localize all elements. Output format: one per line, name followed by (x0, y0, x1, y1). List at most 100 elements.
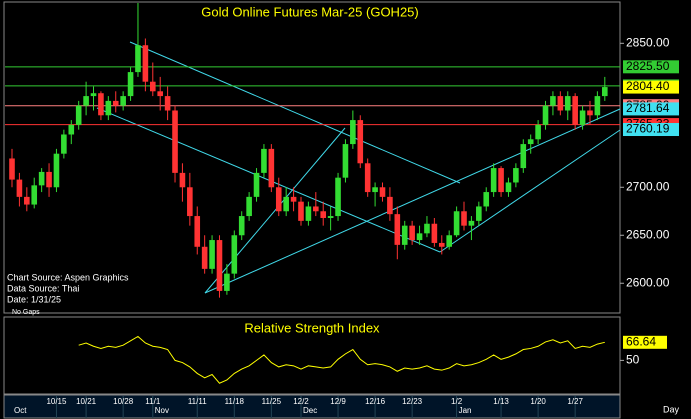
candle-body (431, 223, 438, 243)
candle-body (298, 201, 304, 221)
footnote: No Gaps (12, 309, 40, 316)
y-tick-label: 2650.00 (626, 227, 670, 241)
trendline (129, 41, 461, 184)
candle-body (164, 96, 171, 111)
candle-body (594, 96, 601, 116)
x-tick-label: 10/21 (76, 397, 97, 406)
rsi-frame (3, 316, 621, 395)
x-tick-label: 12/9 (330, 397, 346, 406)
candle-body (498, 168, 504, 193)
level-label: 2804.40 (626, 79, 670, 93)
candle-body (46, 171, 52, 188)
candle-body (53, 153, 60, 188)
candle-body (557, 96, 564, 111)
candle-body (416, 233, 423, 241)
level-label-box (623, 80, 679, 94)
y-tick-label: 2850.00 (626, 35, 670, 49)
x-tick-label: 11/11 (188, 397, 207, 406)
candle-body (379, 187, 386, 197)
candle-body (438, 242, 445, 247)
candle-body (179, 172, 186, 188)
candle-body (468, 220, 475, 226)
trendlines (96, 41, 621, 294)
candle-body (350, 120, 356, 145)
annotation: Date: 1/31/25 (7, 294, 61, 304)
candle-body (261, 148, 267, 173)
rsi-line (78, 335, 605, 384)
candle-body (194, 216, 201, 247)
candle-body (542, 105, 549, 125)
candle-body (31, 185, 38, 205)
x-month-label: Jan (459, 406, 472, 415)
trendline (96, 107, 441, 253)
candle-body (409, 225, 415, 241)
candle-body (401, 225, 408, 245)
x-tick-label: 11/18 (225, 397, 245, 406)
candle-body (238, 216, 245, 236)
candle-body (387, 196, 393, 215)
level-label-box (623, 102, 679, 116)
candle-body (24, 196, 30, 205)
candle-body (394, 214, 401, 245)
trendline (439, 129, 621, 253)
candle-body (275, 187, 282, 212)
x-tick-label: 12/2 (293, 397, 309, 406)
x-month-label: Nov (155, 406, 169, 415)
chart-title: Gold Online Futures Mar-25 (GOH25) (201, 4, 418, 19)
candle-body (513, 168, 519, 183)
candle-body (572, 96, 578, 125)
x-month-label: Dec (303, 406, 317, 415)
x-tick-label: 1/2 (451, 397, 463, 406)
candle-body (127, 72, 134, 97)
x-tick-label: 11/25 (262, 397, 282, 406)
candle-body (16, 179, 23, 197)
level-label: 2825.50 (626, 59, 670, 73)
y-tick-label: 50 (626, 353, 640, 367)
candle-body (364, 163, 371, 193)
candle-body (476, 206, 482, 221)
candle-body (520, 144, 527, 169)
candle-body (342, 144, 349, 178)
level-label: 2760.19 (626, 122, 670, 136)
candle-body (313, 206, 319, 212)
candle-body (135, 45, 141, 73)
candle-body (268, 148, 275, 188)
candle-body (246, 196, 252, 217)
x-unit: Day (663, 404, 680, 414)
trendline (204, 127, 346, 294)
candle-body (157, 91, 163, 97)
x-tick-label: 1/20 (530, 397, 546, 406)
y-tick-label: 2700.00 (626, 179, 670, 193)
candle-body (38, 171, 45, 186)
candle-body (224, 273, 230, 291)
candle-body (505, 182, 512, 193)
price-frame (3, 1, 621, 314)
candle-body (587, 110, 593, 116)
x-tick-label: 1/13 (493, 397, 509, 406)
candle-body (90, 93, 97, 97)
x-tick-label: 10/28 (113, 397, 134, 406)
candle-body (564, 96, 571, 111)
x-tick-label: 12/16 (365, 397, 386, 406)
candle-body (68, 124, 75, 135)
candle-body (149, 81, 156, 92)
x-tick-label: 11/1 (145, 397, 161, 406)
x-tick-label: 12/23 (402, 397, 423, 406)
x-month-label: Oct (14, 406, 27, 415)
level-label-box (623, 60, 679, 74)
candle-body (283, 196, 289, 212)
candle-body (105, 100, 112, 116)
candle-body (172, 110, 178, 173)
level-label-box (623, 123, 679, 137)
rsi-label: 66.64 (626, 334, 656, 348)
candle-body (527, 139, 534, 145)
candle-body (579, 110, 586, 125)
candle-body (372, 187, 378, 193)
annotation: Data Source: Thai (7, 283, 79, 293)
y-tick-label: 2600.00 (626, 275, 670, 289)
candle-body (209, 240, 215, 269)
candle-body (490, 168, 497, 193)
candle-body (535, 124, 541, 140)
